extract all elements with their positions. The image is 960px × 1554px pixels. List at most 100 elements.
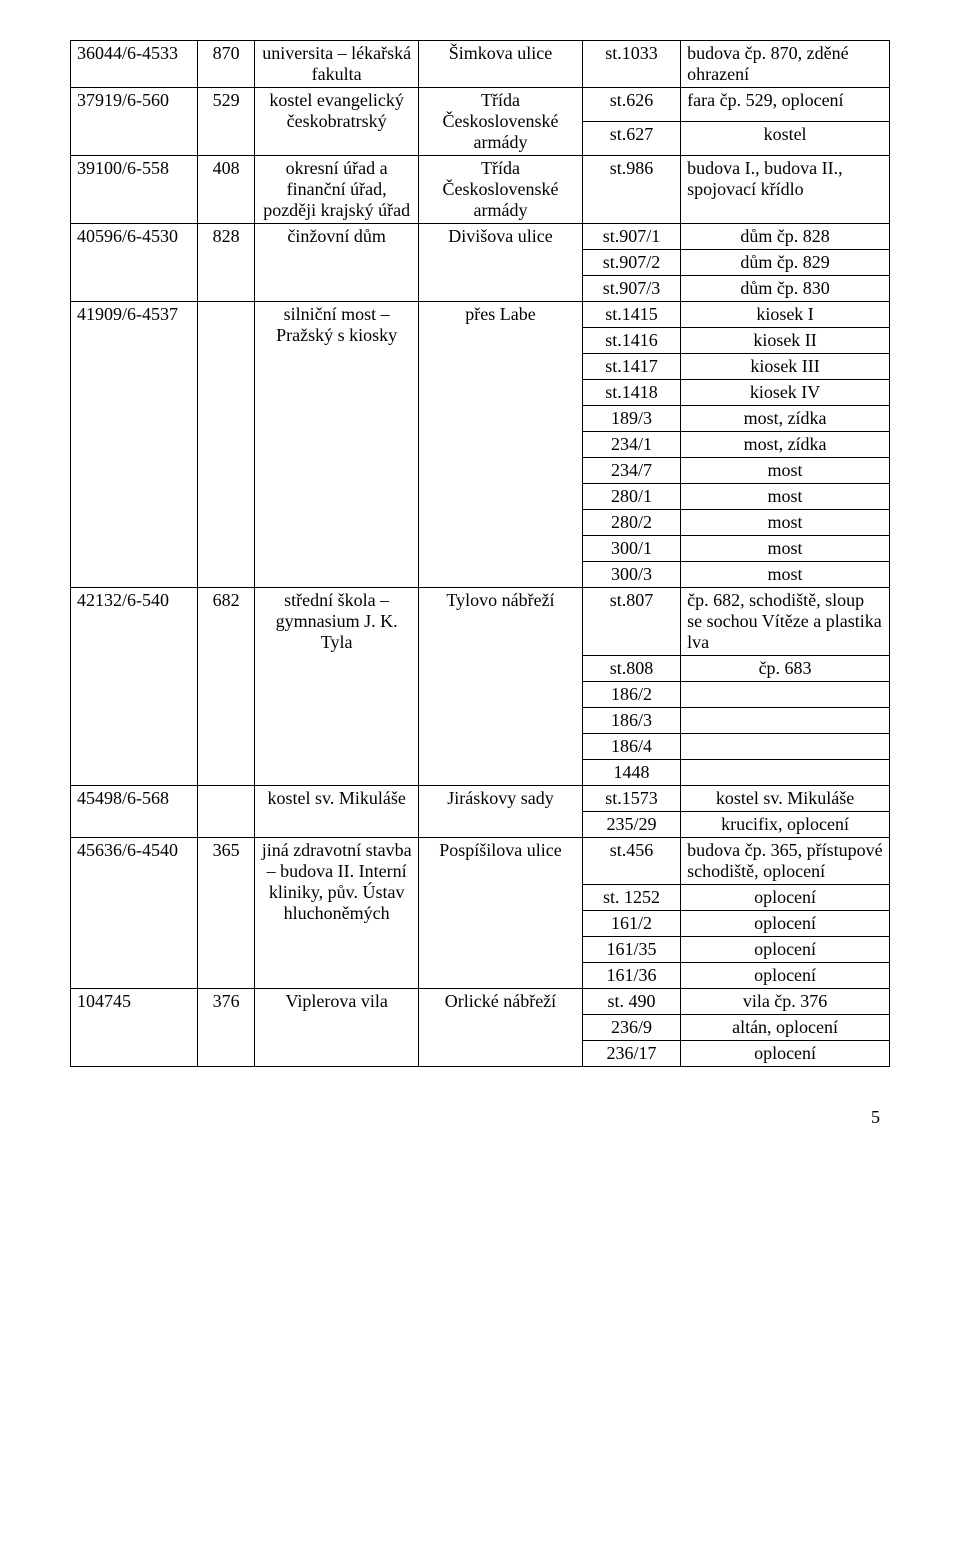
cell-text: 300/3 [611, 564, 652, 584]
cell-c6: oplocení [681, 963, 890, 989]
cell-c5: 186/3 [582, 708, 680, 734]
cell-c1: 36044/6-4533 [71, 41, 198, 88]
cell-text: st.456 [610, 840, 654, 860]
cell-c5: st.907/1 [582, 224, 680, 250]
cell-text: Orlické nábřeží [445, 991, 556, 1011]
cell-text: oplocení [754, 965, 816, 985]
cell-c5: 236/9 [582, 1015, 680, 1041]
cell-c5: st.1573 [582, 786, 680, 812]
cell-text: 408 [213, 158, 240, 178]
cell-c6 [681, 708, 890, 734]
table-row: 39100/6-558408okresní úřad a finanční úř… [71, 156, 890, 224]
cell-c5: st.1416 [582, 328, 680, 354]
cell-c2: 365 [197, 838, 254, 989]
cell-text: 236/17 [606, 1043, 656, 1063]
cell-c5: 236/17 [582, 1041, 680, 1067]
cell-text: universita – lékařská fakulta [262, 43, 411, 84]
cell-c5: 161/36 [582, 963, 680, 989]
cell-text: 280/1 [611, 486, 652, 506]
cell-text: 45498/6-568 [77, 788, 169, 808]
cell-text: čp. 683 [759, 658, 812, 678]
cell-c3: činžovní dům [255, 224, 419, 302]
cell-c2: 682 [197, 588, 254, 786]
cell-text: Jiráskovy sady [447, 788, 554, 808]
cell-text: st. 490 [607, 991, 655, 1011]
cell-text: 36044/6-4533 [77, 43, 178, 63]
cell-text: st. 1252 [603, 887, 660, 907]
cell-c6: most [681, 562, 890, 588]
cell-text: přes Labe [465, 304, 535, 324]
cell-text: st.1417 [605, 356, 658, 376]
cell-c2: 828 [197, 224, 254, 302]
cell-c1: 104745 [71, 989, 198, 1067]
cell-text: most, zídka [744, 434, 827, 454]
cell-c1: 40596/6-4530 [71, 224, 198, 302]
cell-text: Viplerova vila [285, 991, 387, 1011]
cell-c5: 235/29 [582, 812, 680, 838]
cell-c5: st.1417 [582, 354, 680, 380]
cell-c5: st.907/3 [582, 276, 680, 302]
cell-c6: fara čp. 529, oplocení [681, 88, 890, 122]
cell-c6: budova čp. 365, přístupové schodiště, op… [681, 838, 890, 885]
cell-c5: st.626 [582, 88, 680, 122]
cell-c5: st.807 [582, 588, 680, 656]
cell-c5: st. 1252 [582, 885, 680, 911]
cell-c6: dům čp. 828 [681, 224, 890, 250]
cell-text: st.626 [610, 90, 654, 110]
cell-c6: oplocení [681, 1041, 890, 1067]
cell-c5: 280/2 [582, 510, 680, 536]
cell-text: 1448 [613, 762, 649, 782]
cell-c4: Třída Československé armády [419, 88, 583, 156]
cell-c6: čp. 682, schodiště, sloup se sochou Vítě… [681, 588, 890, 656]
cell-text: 376 [213, 991, 240, 1011]
cell-c6: most [681, 536, 890, 562]
cell-text: kostel [764, 124, 807, 144]
cell-c4: Jiráskovy sady [419, 786, 583, 838]
cell-c6: kostel sv. Mikuláše [681, 786, 890, 812]
cell-text: jiná zdravotní stavba – budova II. Inter… [262, 840, 412, 923]
cell-text: vila čp. 376 [743, 991, 827, 1011]
cell-c6: dům čp. 830 [681, 276, 890, 302]
cell-text: 161/2 [611, 913, 652, 933]
cell-c5: 186/2 [582, 682, 680, 708]
cell-c3: jiná zdravotní stavba – budova II. Inter… [255, 838, 419, 989]
cell-c6: oplocení [681, 885, 890, 911]
cell-c5: st.627 [582, 122, 680, 156]
cell-text: budova I., budova II., spojovací křídlo [687, 158, 842, 199]
cell-c6: budova čp. 870, zděné ohrazení [681, 41, 890, 88]
cell-c5: 234/1 [582, 432, 680, 458]
cell-c6: altán, oplocení [681, 1015, 890, 1041]
cell-c6: kiosek III [681, 354, 890, 380]
cell-c6: kiosek I [681, 302, 890, 328]
cell-text: kostel evangelický českobratrský [269, 90, 403, 131]
cell-text: Pospíšilova ulice [439, 840, 562, 860]
cell-c3: silniční most – Pražský s kiosky [255, 302, 419, 588]
cell-c5: st.986 [582, 156, 680, 224]
cell-text: 234/1 [611, 434, 652, 454]
cell-c1: 39100/6-558 [71, 156, 198, 224]
cell-c2: 870 [197, 41, 254, 88]
cell-c6: vila čp. 376 [681, 989, 890, 1015]
cell-text: 365 [213, 840, 240, 860]
cell-text: altán, oplocení [732, 1017, 838, 1037]
cell-c2: 408 [197, 156, 254, 224]
cell-text: st.1573 [605, 788, 658, 808]
cell-c6: kiosek IV [681, 380, 890, 406]
cell-text: oplocení [754, 913, 816, 933]
cell-text: most [768, 538, 803, 558]
cell-text: 236/9 [611, 1017, 652, 1037]
cell-c4: Tylovo nábřeží [419, 588, 583, 786]
cell-c3: universita – lékařská fakulta [255, 41, 419, 88]
cell-c1: 42132/6-540 [71, 588, 198, 786]
table-row: 37919/6-560529kostel evangelický českobr… [71, 88, 890, 122]
cell-c6: kostel [681, 122, 890, 156]
cell-c3: Viplerova vila [255, 989, 419, 1067]
cell-c5: 234/7 [582, 458, 680, 484]
cell-text: 235/29 [606, 814, 656, 834]
cell-text: kiosek IV [750, 382, 821, 402]
cell-text: Třída Československé armády [442, 158, 558, 220]
table-row: 45636/6-4540365jiná zdravotní stavba – b… [71, 838, 890, 885]
cell-text: 104745 [77, 991, 131, 1011]
cell-text: kiosek I [756, 304, 814, 324]
cell-c6: most [681, 484, 890, 510]
